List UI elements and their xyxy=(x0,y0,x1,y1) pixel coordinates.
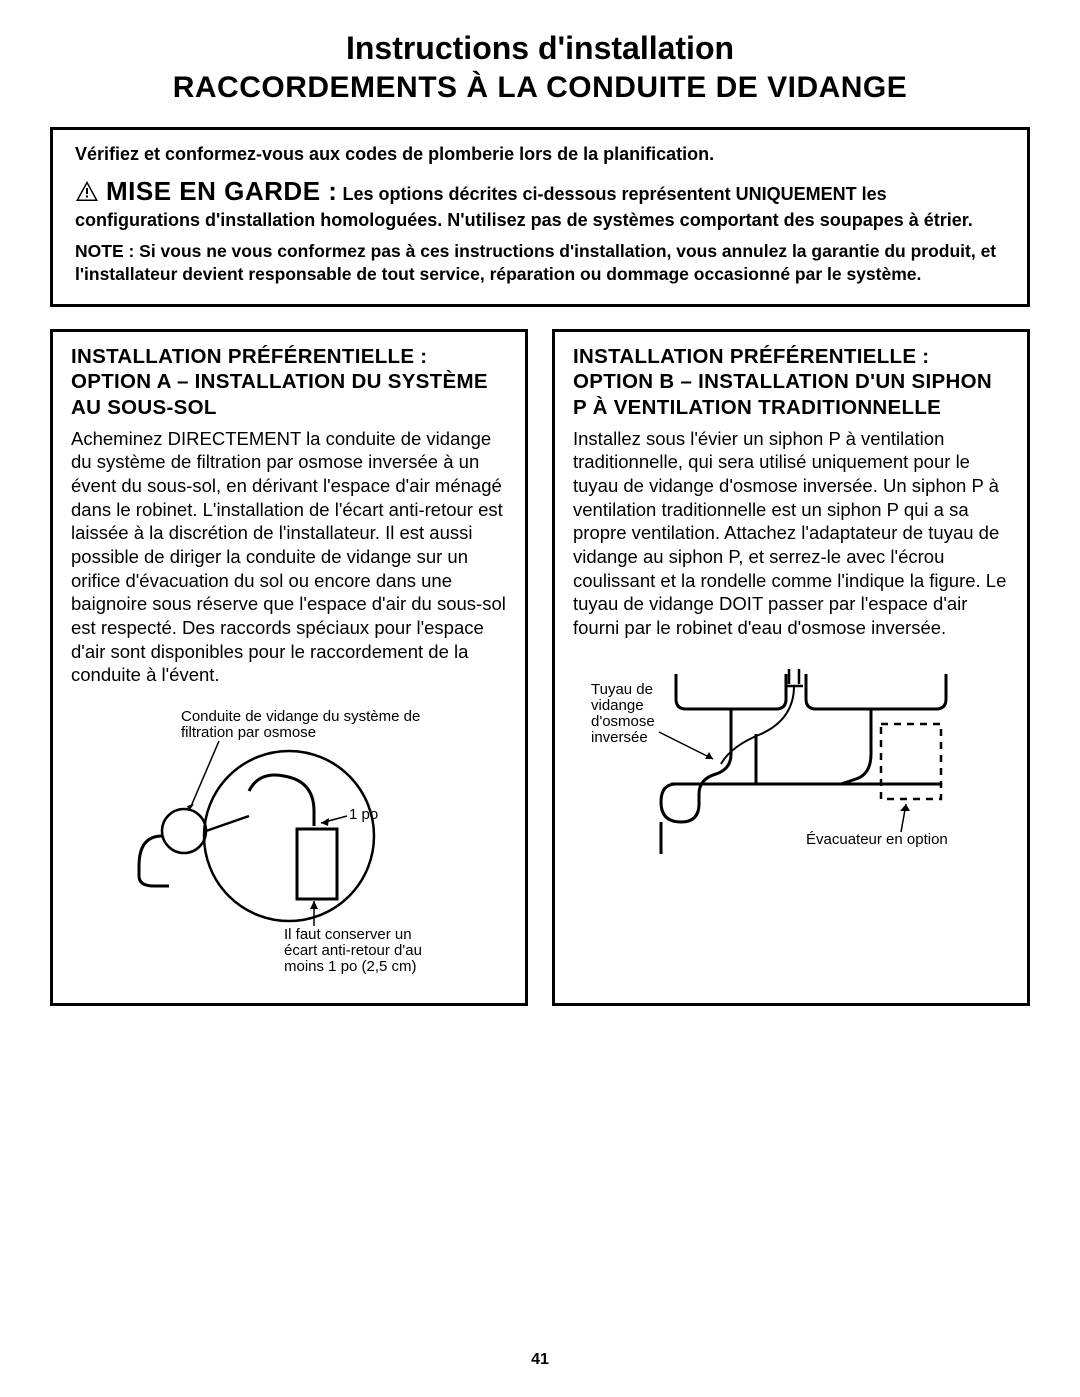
warning-check-text: Vérifiez et conformez-vous aux codes de … xyxy=(75,144,1005,165)
page-title: Instructions d'installation xyxy=(50,30,1030,67)
columns: INSTALLATION PRÉFÉRENTIELLE : OPTION A –… xyxy=(50,329,1030,1006)
warning-head: MISE EN GARDE : xyxy=(106,176,337,206)
option-a-box: INSTALLATION PRÉFÉRENTIELLE : OPTION A –… xyxy=(50,329,528,1006)
diag-b-label-right: Évacuateur en option xyxy=(806,831,948,848)
page-number: 41 xyxy=(0,1351,1080,1369)
page-container: Instructions d'installation RACCORDEMENT… xyxy=(0,0,1080,1397)
option-b-diagram: Tuyau de vidange d'osmose inversée xyxy=(573,654,1009,894)
diag-b-label-left: Tuyau de vidange d'osmose inversée xyxy=(591,681,659,746)
warning-main: MISE EN GARDE : Les options décrites ci-… xyxy=(75,175,1005,232)
diag-a-label-inch: 1 po xyxy=(349,806,378,823)
warning-box: Vérifiez et conformez-vous aux codes de … xyxy=(50,127,1030,307)
diag-a-label-bottom: Il faut conserver un écart anti-retour d… xyxy=(284,926,426,975)
option-b-body: Installez sous l'évier un siphon P à ven… xyxy=(573,427,1009,640)
warning-note: NOTE : Si vous ne vous conformez pas à c… xyxy=(75,240,1005,286)
option-b-box: INSTALLATION PRÉFÉRENTIELLE : OPTION B –… xyxy=(552,329,1030,1006)
diag-a-label-top: Conduite de vidange du système de filtra… xyxy=(181,708,425,741)
option-b-heading: INSTALLATION PRÉFÉRENTIELLE : OPTION B –… xyxy=(573,344,1009,421)
page-subtitle: RACCORDEMENTS À LA CONDUITE DE VIDANGE xyxy=(50,71,1030,105)
option-a-heading: INSTALLATION PRÉFÉRENTIELLE : OPTION A –… xyxy=(71,344,507,421)
warning-triangle-icon xyxy=(75,180,99,208)
option-a-body: Acheminez DIRECTEMENT la conduite de vid… xyxy=(71,427,507,687)
option-a-diagram: Conduite de vidange du système de filtra… xyxy=(71,701,507,981)
